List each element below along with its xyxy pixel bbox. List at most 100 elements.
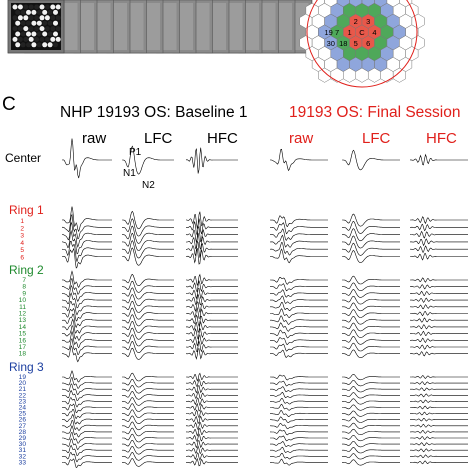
erg-trace-hfc-ring1 [410, 223, 468, 232]
erg-trace-hfc-ring3 [410, 436, 468, 440]
baseline-col-lfc: LFC [144, 130, 173, 147]
erg-trace-raw-ring2 [270, 283, 328, 292]
ring-number: 8 [22, 284, 26, 291]
erg-trace-lfc-ring1 [342, 213, 400, 227]
erg-trace-lfc-ring1 [342, 250, 400, 264]
erg-trace-lfc-ring3 [122, 403, 174, 412]
erg-trace-hfc-ring2 [410, 317, 468, 323]
ring-number: 12 [19, 311, 27, 318]
erg-trace-lfc-ring2 [342, 302, 400, 312]
erg-trace-lfc-ring3 [122, 427, 174, 437]
erg-trace-hfc-ring1 [410, 253, 468, 261]
erg-trace-hfc-ring2 [410, 304, 468, 310]
erg-trace-raw-ring2 [61, 277, 112, 295]
label-n1: N1 [123, 168, 136, 179]
erg-trace-lfc-ring1 [342, 235, 400, 249]
erg-trace-lfc-ring1 [122, 218, 174, 237]
erg-trace-lfc-ring3 [342, 441, 400, 448]
erg-trace-raw-center [269, 148, 328, 172]
erg-trace-lfc-ring3 [122, 378, 174, 388]
ring-number: 5 [20, 247, 24, 254]
erg-trace-hfc-ring2 [185, 320, 238, 334]
erg-trace-hfc-center [410, 153, 468, 166]
erg-trace-raw-ring3 [62, 370, 112, 383]
erg-trace-hfc-ring2 [410, 311, 468, 317]
ring-number: 15 [19, 331, 27, 338]
erg-trace-hfc-ring3 [186, 397, 238, 407]
baseline-col-hfc: HFC [207, 130, 238, 147]
erg-trace-lfc-ring1 [122, 210, 174, 230]
erg-trace-lfc-ring2 [122, 294, 174, 307]
erg-trace-lfc-ring3 [342, 380, 400, 387]
erg-trace-lfc-ring3 [342, 392, 400, 399]
erg-trace-hfc-ring1 [185, 248, 238, 265]
erg-trace-raw-ring1 [61, 206, 112, 233]
erg-trace-raw-ring3 [62, 389, 112, 402]
eccentricity-circle [306, 0, 418, 88]
erg-trace-lfc-ring3 [122, 452, 174, 461]
erg-trace-raw-ring2 [62, 318, 112, 334]
erg-trace-raw-ring2 [270, 295, 328, 304]
erg-trace-lfc-ring2 [122, 347, 174, 360]
erg-trace-lfc-ring2 [122, 300, 174, 313]
ring-number: 20 [19, 380, 27, 387]
row-label-ring2: Ring 2 [9, 263, 44, 277]
erg-trace-hfc-ring3 [185, 421, 238, 431]
ring-number: 1 [20, 218, 24, 225]
erg-trace-lfc-ring1 [342, 228, 400, 242]
final-col-hfc: HFC [426, 130, 457, 147]
erg-trace-raw-ring3 [62, 438, 112, 451]
erg-trace-raw-ring1 [270, 228, 328, 241]
erg-trace-raw-ring3 [270, 386, 328, 393]
erg-trace-lfc-ring3 [342, 422, 400, 429]
erg-trace-hfc-ring1 [185, 225, 238, 243]
row-label-ring3: Ring 3 [9, 360, 44, 374]
ring-number: 10 [19, 297, 27, 304]
erg-trace-lfc-ring2 [122, 314, 174, 327]
erg-trace-hfc-ring2 [410, 284, 468, 290]
erg-trace-hfc-ring3 [410, 405, 468, 410]
erg-trace-raw-ring3 [62, 376, 112, 389]
erg-trace-raw-ring3 [270, 452, 328, 460]
erg-trace-hfc-ring3 [410, 387, 468, 392]
ring-number: 31 [19, 447, 27, 454]
erg-trace-hfc-ring1 [185, 232, 238, 250]
ring-number: 33 [19, 459, 27, 466]
erg-trace-hfc-ring3 [410, 423, 468, 428]
erg-trace-hfc-ring3 [410, 430, 468, 434]
erg-trace-raw-ring3 [270, 416, 328, 424]
erg-trace-hfc-ring3 [410, 375, 468, 379]
hex-label-ring1: 1 [347, 28, 351, 37]
hex-label-ring1: 4 [372, 28, 376, 37]
erg-trace-raw-ring2 [270, 289, 328, 298]
baseline-title: NHP 19193 OS: Baseline 1 [60, 104, 248, 121]
erg-trace-raw-ring3 [270, 397, 328, 405]
ring-number: 24 [19, 405, 27, 412]
erg-trace-hfc-ring2 [185, 273, 238, 286]
ring-number: 25 [19, 411, 27, 418]
ring-number: 2 [20, 225, 24, 232]
erg-trace-raw-ring2 [61, 301, 112, 316]
erg-trace-hfc-ring3 [185, 385, 238, 394]
hex-label-ring3: 30 [327, 39, 335, 48]
erg-trace-hfc-ring2 [410, 344, 468, 350]
erg-trace-raw-ring2 [62, 284, 112, 303]
erg-trace-hfc-ring2 [185, 340, 238, 353]
erg-trace-hfc-ring2 [410, 324, 468, 330]
erg-trace-raw-ring2 [270, 329, 328, 339]
erg-trace-raw-center [61, 138, 112, 179]
erg-trace-lfc-ring3 [342, 453, 400, 460]
hexagonal-stimulus-map: C2 3 1 4 5 6 19 730 18 [299, 0, 425, 88]
erg-trace-hfc-ring3 [186, 457, 238, 467]
erg-trace-hfc-ring2 [186, 294, 238, 306]
erg-trace-hfc-ring3 [410, 454, 468, 458]
ring-number: 30 [19, 441, 27, 448]
erg-trace-hfc-ring2 [410, 337, 468, 343]
hex-label-ring1: 6 [366, 39, 370, 48]
ring-number: 29 [19, 435, 27, 442]
label-p1: P1 [129, 147, 142, 158]
final-col-lfc: LFC [362, 130, 391, 147]
erg-trace-lfc-ring2 [342, 329, 400, 338]
erg-trace-raw-ring1 [61, 240, 112, 263]
